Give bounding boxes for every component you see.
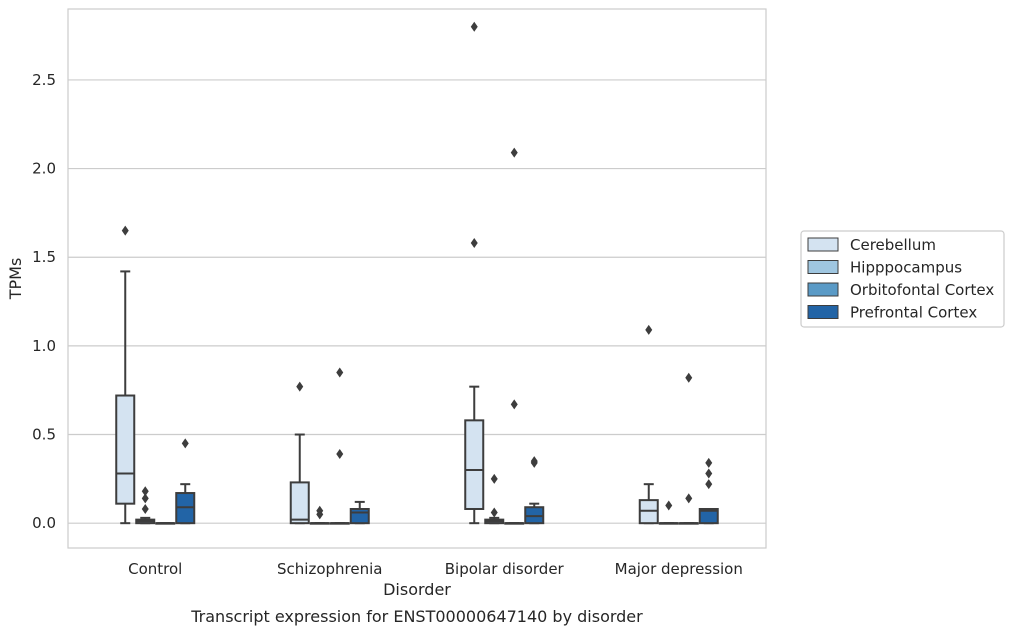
box-iqr (464, 419, 485, 510)
box-cerebellum (289, 381, 310, 525)
outlier-point (316, 505, 324, 516)
legend-swatch (807, 282, 839, 297)
legend-label: Prefrontal Cortex (850, 304, 977, 322)
outlier-point (685, 493, 693, 504)
legend-label: Hipppocampus (850, 259, 962, 277)
box-cerebellum (464, 21, 485, 525)
box-hipppocampus (658, 500, 679, 525)
outlier-point (665, 500, 673, 511)
y-tick-label: 1.5 (32, 248, 56, 266)
x-axis-ticks: Control Schizophrenia Bipolar disorder Majo… (128, 560, 743, 578)
box-orbitofontal-cortex (329, 367, 350, 525)
outlier-point (530, 456, 538, 467)
legend-frame (800, 230, 1005, 328)
box-prefrontal-cortex (524, 456, 545, 525)
outlier-point (490, 507, 498, 518)
box-cerebellum (115, 225, 136, 525)
plot-frame (67, 8, 767, 549)
box-iqr (115, 394, 136, 505)
legend-swatch (807, 305, 839, 319)
y-tick-label: 0.5 (32, 426, 56, 444)
box-cerebellum (638, 324, 659, 525)
series-cerebellum (115, 21, 659, 525)
outlier-point (336, 449, 344, 460)
box-orbitofontal-cortex (155, 522, 176, 525)
outlier-point (490, 473, 498, 484)
legend-swatch (807, 260, 839, 274)
box-series (115, 21, 719, 525)
legend-swatch (807, 237, 839, 252)
series-hipppocampus (135, 473, 679, 525)
outlier-point (470, 238, 478, 249)
outlier-point (121, 225, 129, 236)
outlier-point (336, 367, 344, 378)
outlier-point (470, 21, 478, 32)
y-tick-label: 1.0 (32, 337, 56, 355)
outlier-point (705, 468, 713, 479)
box-prefrontal-cortex (698, 457, 719, 525)
box-hipppocampus (135, 486, 156, 525)
outlier-point (705, 479, 713, 490)
box-iqr (698, 507, 719, 525)
series-orbitofontal-cortex (155, 147, 699, 525)
x-tick-label: Major depression (615, 560, 743, 578)
box-hipppocampus (484, 473, 505, 525)
outlier-point (705, 457, 713, 468)
legend-label: Orbitofontal Cortex (850, 281, 994, 299)
legend-label: Cerebellum (850, 236, 936, 254)
box-iqr (349, 507, 370, 525)
outlier-point (141, 503, 149, 514)
series-prefrontal-cortex (175, 438, 719, 525)
box-orbitofontal-cortex (504, 147, 525, 525)
box-prefrontal-cortex (175, 438, 196, 525)
box-iqr (289, 481, 310, 525)
outlier-point (141, 493, 149, 504)
outlier-point (141, 486, 149, 497)
outlier-point (510, 147, 518, 158)
y-axis-ticks: 0.0 0.5 1.0 1.5 2.0 2.5 (32, 71, 56, 532)
y-axis-label: TPMs (6, 258, 25, 301)
outlier-point (181, 438, 189, 449)
box-orbitofontal-cortex (678, 372, 699, 525)
y-tick-label: 0.0 (32, 514, 56, 532)
y-tick-label: 2.5 (32, 71, 56, 89)
outlier-point (685, 372, 693, 383)
outlier-point (645, 324, 653, 335)
outlier-point (510, 399, 518, 410)
x-tick-label: Schizophrenia (277, 560, 382, 578)
legend: Cerebellum Hipppocampus Orbitofontal Corte… (800, 230, 1005, 328)
grid-lines (68, 79, 766, 524)
y-tick-label: 2.0 (32, 160, 56, 178)
box-prefrontal-cortex (349, 500, 370, 525)
outlier-point (296, 381, 304, 392)
box-hipppocampus (309, 505, 330, 525)
chart-caption: Transcript expression for ENST0000064714… (190, 607, 643, 626)
x-tick-label: Bipolar disorder (445, 560, 565, 578)
x-axis-label: Disorder (383, 580, 451, 599)
x-tick-label: Control (128, 560, 182, 578)
